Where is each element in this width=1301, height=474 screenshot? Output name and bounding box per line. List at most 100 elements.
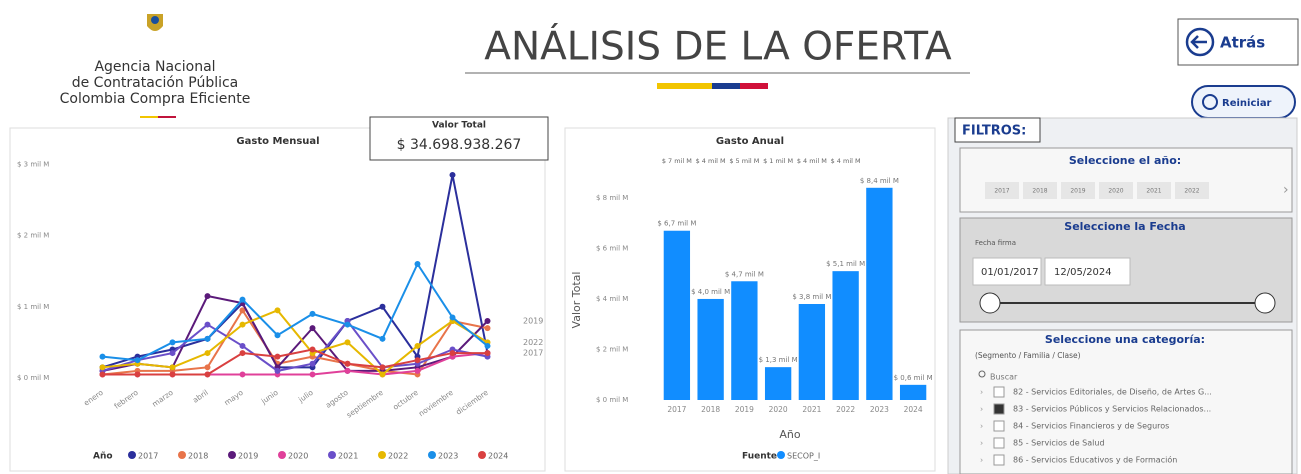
x-tick-label: 2018 (701, 405, 720, 414)
date-input[interactable] (1044, 257, 1131, 286)
y-tick-label: $ 0 mil M (596, 396, 628, 404)
filter-subtitle: (Segmento / Familia / Clase) (975, 351, 1081, 360)
date-start: 01/01/2017 (981, 267, 1039, 278)
kpi-card (369, 116, 549, 161)
expand-chevron[interactable]: › (980, 456, 983, 465)
bar (798, 304, 826, 400)
data-point (414, 261, 421, 267)
data-point (239, 296, 246, 303)
org-name: Agencia Nacional (94, 59, 215, 75)
data-point (484, 342, 491, 349)
data-point (484, 318, 491, 324)
data-point (134, 371, 141, 378)
reset-button[interactable]: Reiniciar (1191, 85, 1296, 119)
data-label: $ 6,7 mil M (657, 220, 696, 228)
bar (866, 187, 893, 400)
chevron-right[interactable]: › (1283, 182, 1289, 198)
year-chip-label: 2021 (1146, 188, 1161, 195)
expand-chevron[interactable]: › (980, 422, 983, 431)
year-chip[interactable] (1137, 182, 1171, 199)
legend-label: 2022 (388, 452, 408, 461)
data-point (484, 325, 491, 332)
legend-marker (378, 451, 386, 459)
data-point (414, 357, 421, 364)
search-input[interactable]: Buscar (990, 373, 1018, 382)
y-tick-label: $ 1 mil M (17, 303, 49, 311)
category-item: 83 - Servicios Públicos y Servicios Rela… (1013, 405, 1211, 414)
bar (832, 271, 859, 400)
x-axis-title: Año (779, 428, 800, 441)
chart-panel (9, 127, 546, 472)
legend-label: 2018 (188, 452, 208, 461)
year-chip-label: 2019 (1070, 188, 1085, 195)
legend-label: SECOP_I (787, 452, 820, 461)
bar (899, 384, 927, 400)
legend-marker (428, 451, 436, 459)
data-point (274, 353, 281, 360)
data-label: $ 5,1 mil M (826, 260, 865, 268)
data-point (204, 350, 211, 357)
series-line (102, 309, 489, 376)
expand-chevron[interactable]: › (980, 405, 983, 414)
legend-label: 2020 (288, 452, 308, 461)
bar (663, 230, 691, 400)
checkbox[interactable] (993, 420, 1005, 432)
data-point (169, 339, 176, 346)
filter-box (959, 147, 1293, 213)
logo-emblem (151, 16, 159, 24)
year-chip-label: 2020 (1108, 188, 1123, 195)
checkbox[interactable] (993, 437, 1005, 449)
data-point (344, 367, 351, 374)
data-label: $ 1,3 mil M (759, 356, 798, 364)
y-tick-label: $ 4 mil M (596, 295, 628, 303)
back-button[interactable]: Atrás (1177, 18, 1299, 66)
slider-handle[interactable] (1254, 292, 1276, 314)
data-label: $ 0,6 mil M (894, 374, 933, 382)
x-tick-label: 2022 (836, 405, 855, 414)
expand-chevron[interactable]: › (980, 439, 983, 448)
expand-chevron[interactable]: › (980, 388, 983, 397)
year-chip[interactable] (1023, 182, 1057, 199)
year-chip[interactable] (985, 182, 1019, 199)
button-icon (1185, 27, 1215, 57)
year-chip[interactable] (1061, 182, 1095, 199)
checkbox[interactable] (993, 403, 1005, 415)
annotation: $ 4 mil M (831, 157, 861, 165)
date-input[interactable] (972, 257, 1042, 286)
data-label: $ 8,4 mil M (860, 177, 899, 185)
data-point (309, 346, 316, 353)
data-point (484, 350, 491, 357)
data-point (309, 310, 316, 317)
data-point (449, 171, 456, 178)
series-end-label: 2017 (523, 349, 543, 358)
year-chip[interactable] (1175, 182, 1209, 199)
legend-marker (278, 451, 286, 459)
y-tick-label: $ 2 mil M (17, 232, 49, 240)
slider-handle[interactable] (979, 292, 1001, 314)
checkbox[interactable] (993, 454, 1005, 466)
data-point (309, 325, 316, 332)
data-point (99, 364, 106, 371)
data-point (379, 335, 386, 342)
data-point (169, 364, 176, 371)
flag-bar (657, 83, 712, 89)
legend-label: 2017 (138, 452, 158, 461)
y-tick-label: $ 2 mil M (596, 345, 628, 353)
legend-marker (228, 451, 236, 459)
date-end: 12/05/2024 (1054, 267, 1112, 278)
annotation: $ 4 mil M (797, 157, 827, 165)
logo-bar (158, 116, 176, 118)
year-chip[interactable] (1099, 182, 1133, 199)
data-point (239, 350, 246, 357)
checkbox[interactable] (993, 386, 1005, 398)
annotation: $ 1 mil M (763, 157, 793, 165)
data-point (414, 342, 421, 349)
annotation: $ 4 mil M (696, 157, 726, 165)
x-tick-label: 2024 (904, 405, 923, 414)
annotation: $ 7 mil M (662, 157, 692, 165)
button-label: Atrás (1220, 34, 1265, 52)
y-tick-label: $ 6 mil M (596, 244, 628, 252)
data-label: $ 4,0 mil M (691, 288, 730, 296)
search-icon (978, 370, 986, 378)
filter-title: Seleccione el año: (1069, 154, 1181, 167)
